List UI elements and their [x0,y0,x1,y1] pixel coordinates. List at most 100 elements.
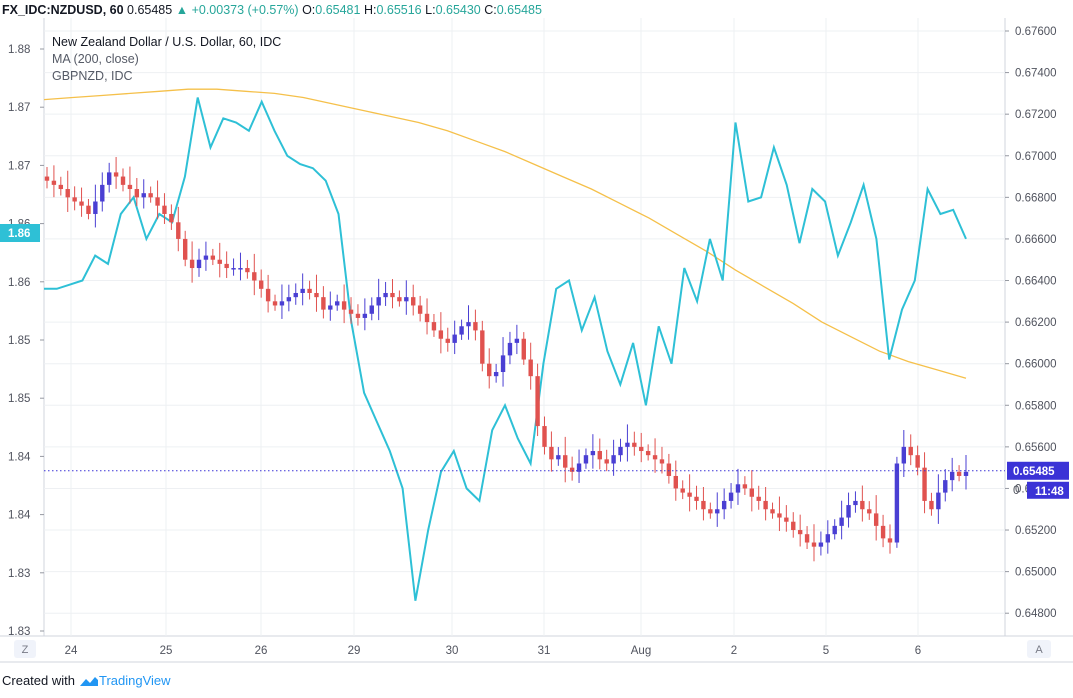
candle-body [341,301,347,310]
tradingview-logo[interactable]: TradingView [79,673,171,688]
ma-legend[interactable]: MA (200, close) [52,52,139,66]
close-label: C: [484,3,497,17]
candle-body [162,205,167,214]
candle-body [362,313,368,318]
candle-body [348,309,354,314]
countdown-label: 11:48 [1035,486,1064,498]
candle-body [625,442,630,447]
candle-body [217,259,222,264]
candle-body [417,305,423,314]
candle-body [749,488,754,497]
candle-body [756,496,761,501]
right-axis-tick-label: 0.66800 [1015,192,1057,204]
right-axis-tick-label: 0.66600 [1015,234,1057,246]
candle-body [307,288,312,293]
candle-body [203,255,209,260]
candle-body [189,259,195,269]
candle-body [804,534,810,543]
gbpnzd-line [44,97,967,601]
candle-body [182,238,188,260]
candle-body [583,455,589,464]
last-price: 0.65485 [127,3,173,17]
candle-body [687,492,692,497]
candle-body [148,193,153,198]
current-price-badge-label: 0.65485 [1013,466,1055,478]
open-label: O: [302,3,316,17]
candle-body [811,542,817,547]
candle-body [549,446,554,460]
candle-body [390,292,395,298]
timezone-button [14,640,36,658]
close-value: 0.65485 [496,3,542,17]
right-axis-tick-label: 0.65200 [1015,525,1057,537]
candle-body [777,513,782,518]
candle-body [618,446,623,456]
countdown-badge [1027,481,1069,499]
candle-body [300,288,305,293]
compare-legend[interactable]: GBPNZD, IDC [52,69,133,83]
candle-body [770,509,775,514]
time-axis-label: 5 [823,645,829,657]
candle-body [839,517,844,526]
candle-body [335,301,340,306]
candle-body [701,500,706,510]
candle-body [542,426,547,447]
time-axis-label: 2 [731,645,737,657]
candle-body [452,334,457,343]
candle-body [404,297,409,302]
candle-body [106,172,112,185]
candle-body [100,184,105,202]
candle-body [155,197,160,206]
candle-body [459,326,464,335]
candle-body [369,305,374,314]
candle-body [210,255,216,260]
left-axis-tick-label: 1.83 [8,568,30,580]
candle-body [314,292,319,298]
candle-body [943,480,948,493]
tradingview-cloud-icon [79,676,98,686]
compare-price-badge [0,224,40,242]
candle-body [259,280,264,289]
candle-body [535,376,540,427]
candle-body [887,538,893,543]
left-axis-tick-label: 1.87 [8,102,30,114]
right-axis-tick-label: 0.66000 [1015,359,1057,371]
right-axis-tick-label: 0.67200 [1015,109,1057,121]
candle-body [673,475,678,489]
candle-body [286,297,292,302]
right-axis-tick-label: 0.67600 [1015,26,1057,38]
left-axis-tick-label: 1.86 [8,277,30,289]
left-axis-tick-label: 1.88 [8,44,30,56]
candle-body [224,263,229,269]
time-axis-label: 31 [538,645,551,657]
high-value: 0.65516 [376,3,422,17]
candle-body [611,455,616,464]
tradingview-brand: TradingView [98,673,171,688]
candle-body [694,496,699,501]
candle-body [245,268,250,273]
candle-body [487,363,492,377]
up-arrow-icon: ▲ [175,3,189,17]
candle-body [176,222,181,239]
right-axis-tick-label: 0.65600 [1015,442,1057,454]
candle-body [860,500,865,510]
candle-body [908,446,913,456]
candle-body [127,184,133,190]
candle-body [832,525,837,535]
candle-body [929,500,934,510]
candle-body [645,451,651,456]
candle-body [936,492,941,510]
candle-body [956,471,962,476]
left-axis-tick-label: 1.83 [8,626,30,638]
time-axis-label: 26 [255,645,268,657]
candle-body [79,201,84,206]
candle-body [141,193,146,198]
candle-body [438,330,444,339]
low-label: L: [425,3,436,17]
candle-body [231,268,236,270]
chart-title: New Zealand Dollar / U.S. Dollar, 60, ID… [52,35,282,49]
candle-body [480,330,485,364]
time-axis-label: 6 [915,645,921,657]
